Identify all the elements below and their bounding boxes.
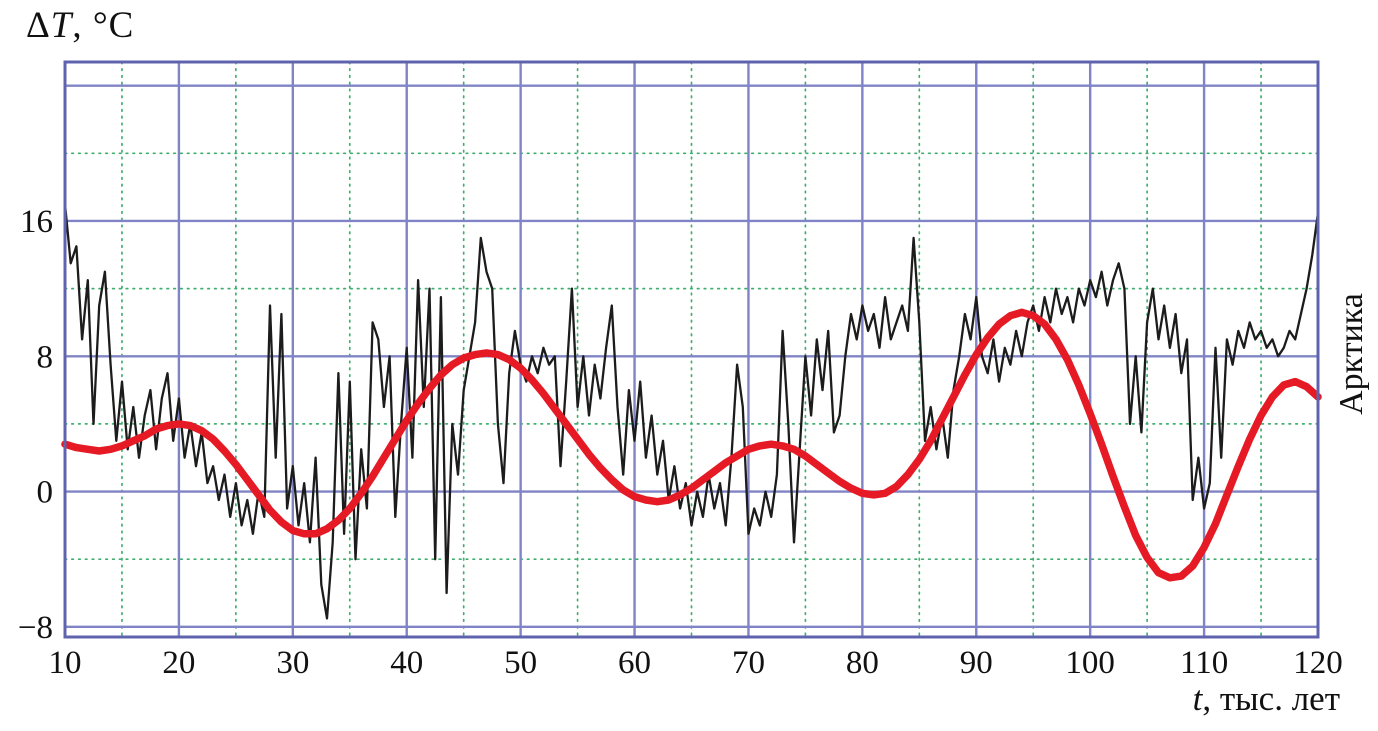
x-axis-unit: , тыс. лет: [1202, 679, 1340, 718]
y-tick-label: 8: [37, 339, 54, 375]
series-region-label: Арктика: [1333, 293, 1370, 415]
arctic-temperature-record-line: [63, 202, 1320, 620]
x-tick-label: 110: [1180, 645, 1228, 681]
y-axis-variable: T: [50, 5, 73, 46]
x-tick-label: 90: [960, 645, 993, 681]
y-axis-delta: Δ: [26, 5, 51, 46]
x-tick-label: 50: [504, 645, 537, 681]
plot-border: [63, 60, 1320, 639]
x-tick-label: 40: [390, 645, 423, 681]
x-tick-label: 70: [732, 645, 765, 681]
y-axis-title: ΔT, °C: [26, 4, 134, 47]
smoothed-oscillation-line: [61, 308, 1322, 582]
x-axis-variable: t: [1192, 679, 1203, 718]
y-axis-unit: , °C: [72, 5, 135, 46]
x-tick-label: 10: [49, 645, 82, 681]
y-tick-label: 0: [37, 475, 54, 511]
y-tick-label: −8: [18, 610, 53, 646]
x-axis-title: t, тыс. лет: [1193, 679, 1340, 719]
y-tick-label: 16: [20, 204, 53, 240]
x-tick-label: 30: [276, 645, 309, 681]
x-tick-label: 100: [1065, 645, 1115, 681]
x-tick-label: 120: [1293, 645, 1343, 681]
x-tick-label: 80: [846, 645, 879, 681]
x-tick-label: 20: [162, 645, 195, 681]
x-tick-label: 60: [618, 645, 651, 681]
